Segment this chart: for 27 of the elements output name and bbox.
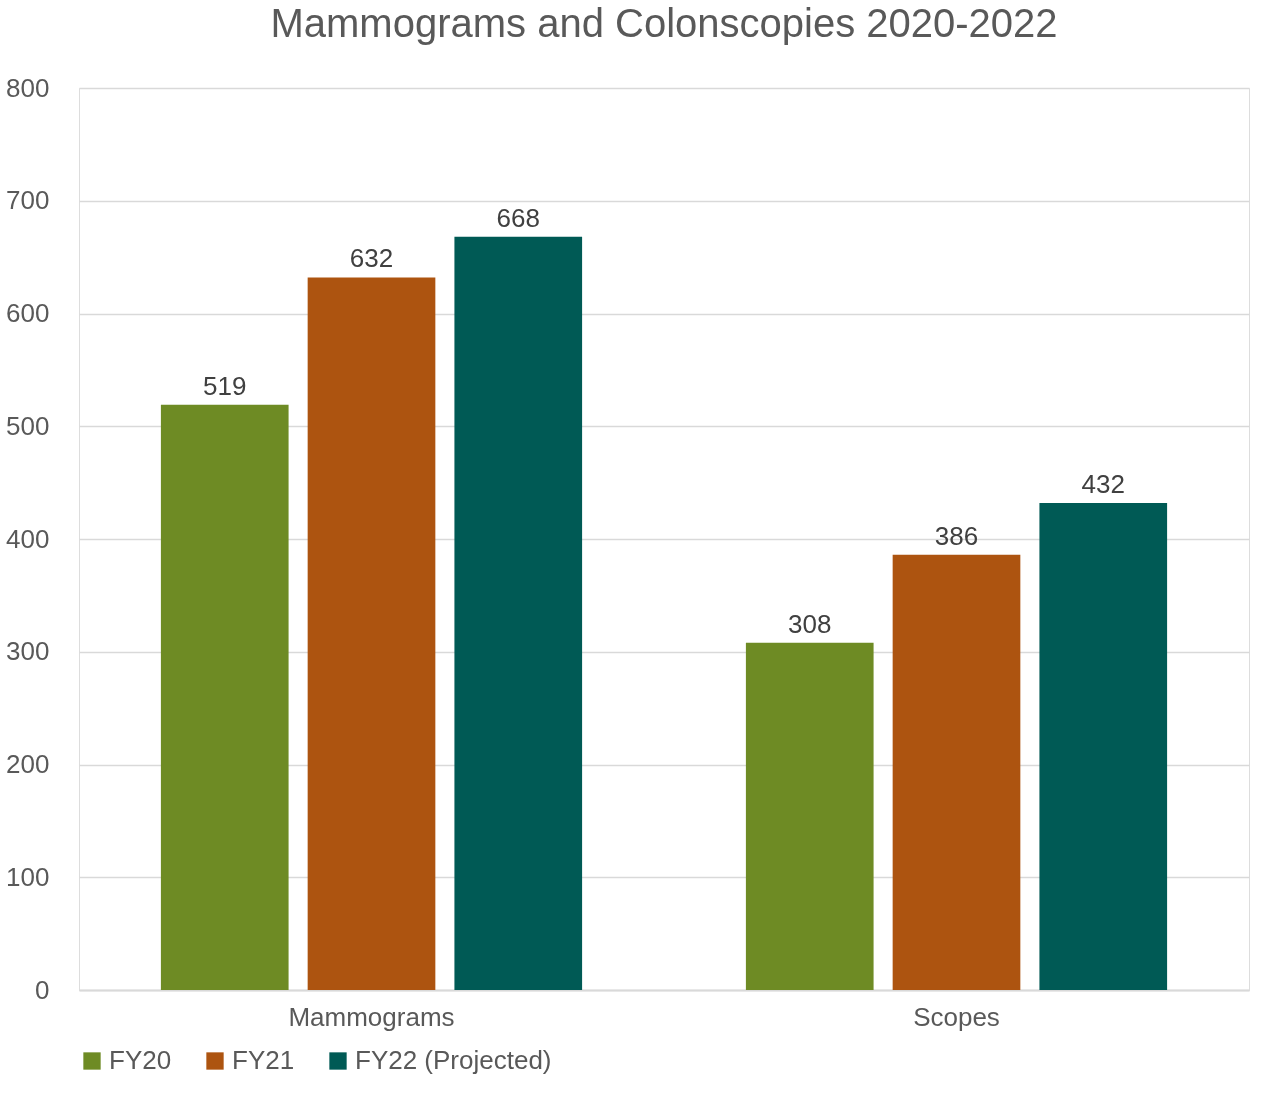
- y-tick-label: 700: [6, 185, 50, 216]
- data-label: 386: [934, 520, 979, 551]
- data-label: 632: [349, 243, 394, 274]
- bar: [1039, 502, 1168, 990]
- data-label: 519: [203, 370, 247, 401]
- data-label: 308: [788, 608, 832, 639]
- y-tick-label: 400: [6, 523, 50, 554]
- legend-label: FY20: [109, 1045, 172, 1075]
- legend-label: FY21: [232, 1045, 295, 1075]
- bar: [454, 236, 583, 990]
- y-tick-label: 200: [6, 749, 50, 779]
- bar: [892, 554, 1021, 990]
- y-tick-label: 600: [6, 298, 50, 328]
- legend-label: FY22 (Projected): [355, 1045, 552, 1075]
- chart-title: Mammograms and Colonscopies 2020-2022: [270, 1, 1058, 45]
- bar: [745, 642, 874, 990]
- data-label: 668: [496, 202, 540, 233]
- y-tick-label: 800: [6, 72, 50, 103]
- bar: [160, 404, 289, 990]
- y-tick-label: 0: [35, 974, 50, 1005]
- x-tick-label: Mammograms: [288, 1001, 455, 1032]
- y-tick-label: 300: [6, 636, 50, 667]
- x-tick-label: Scopes: [913, 1001, 1000, 1032]
- y-tick-label: 100: [6, 861, 50, 892]
- y-tick-label: 500: [6, 410, 50, 441]
- data-label: 432: [1081, 468, 1125, 499]
- bar: [307, 277, 436, 990]
